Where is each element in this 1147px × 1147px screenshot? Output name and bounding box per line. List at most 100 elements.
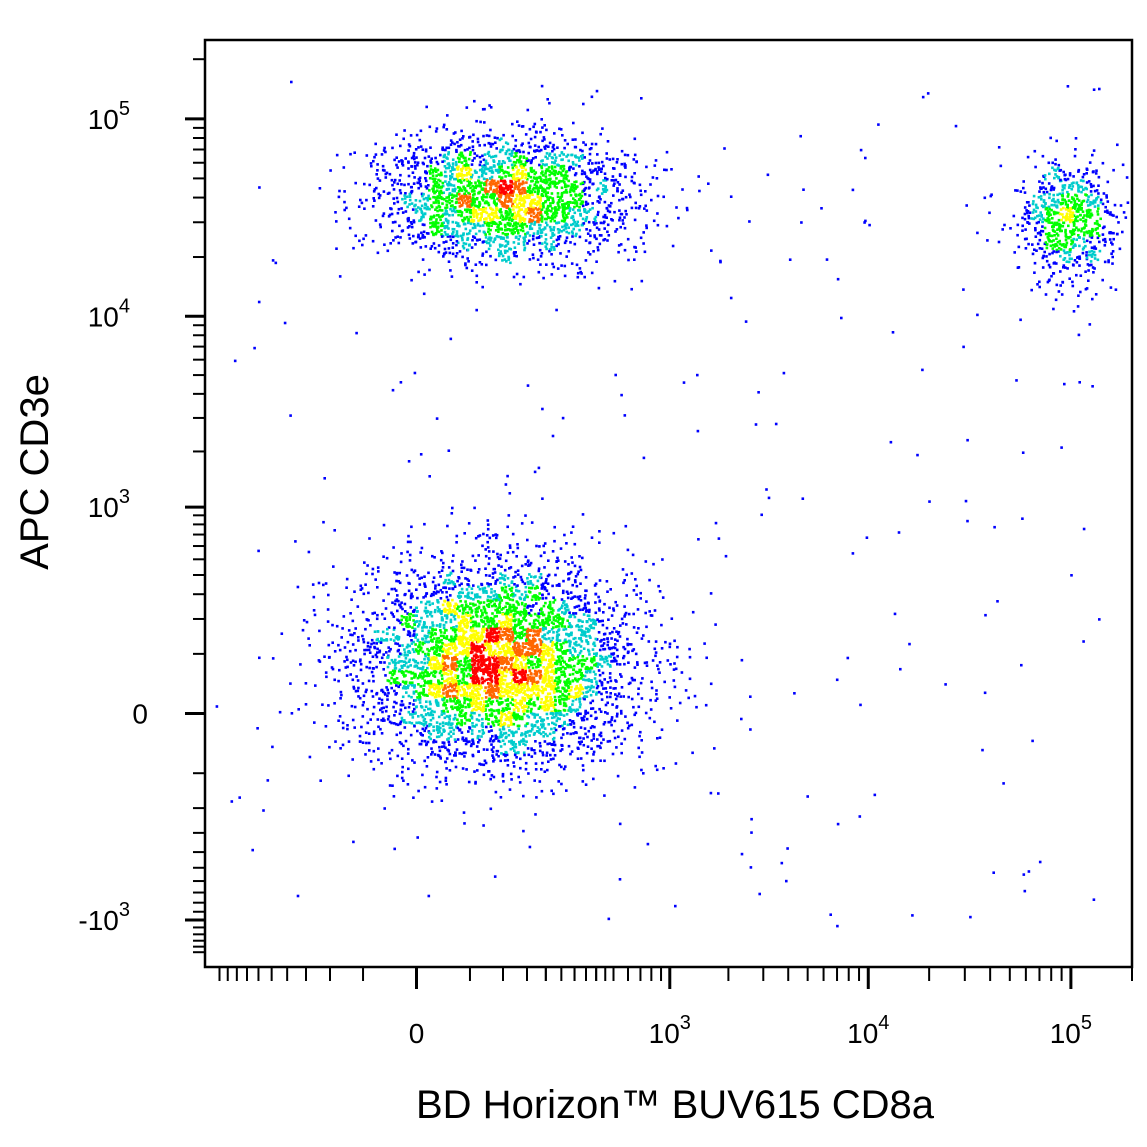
data-point xyxy=(448,726,452,730)
data-point xyxy=(407,613,411,616)
data-point xyxy=(468,647,471,650)
data-point xyxy=(637,746,640,750)
data-point xyxy=(543,566,546,569)
data-point xyxy=(557,709,560,713)
data-point xyxy=(418,583,422,586)
data-point xyxy=(520,662,523,666)
data-point xyxy=(440,694,443,698)
data-point xyxy=(467,685,470,688)
data-point xyxy=(595,652,598,655)
data-point xyxy=(467,219,470,223)
data-point xyxy=(568,695,571,699)
data-point xyxy=(491,604,494,608)
data-point xyxy=(492,620,496,623)
data-point xyxy=(482,591,485,594)
data-point xyxy=(396,774,399,778)
data-point xyxy=(396,594,399,597)
data-point xyxy=(485,603,489,607)
data-point xyxy=(632,626,636,629)
data-point xyxy=(475,615,479,618)
data-point xyxy=(435,647,438,650)
data-point xyxy=(557,667,560,670)
data-point xyxy=(527,590,531,593)
data-point xyxy=(588,608,591,612)
data-point xyxy=(434,740,438,744)
data-point xyxy=(487,562,491,566)
data-point xyxy=(486,540,489,544)
data-point xyxy=(376,718,380,721)
data-point xyxy=(609,695,612,699)
data-point xyxy=(520,578,524,582)
data-point xyxy=(386,694,389,698)
data-point xyxy=(524,628,528,632)
data-point xyxy=(454,611,457,615)
data-point xyxy=(584,686,588,689)
data-point xyxy=(535,626,539,629)
data-point xyxy=(623,605,626,608)
data-point xyxy=(548,630,551,633)
data-point xyxy=(574,677,577,680)
data-point xyxy=(577,628,581,632)
data-point xyxy=(544,678,547,681)
data-point xyxy=(417,649,421,653)
data-point xyxy=(475,689,479,692)
data-point xyxy=(514,612,517,616)
data-point xyxy=(477,568,481,571)
data-point xyxy=(371,655,375,658)
data-point xyxy=(552,687,555,691)
data-point xyxy=(585,717,589,721)
data-point xyxy=(455,541,458,544)
data-point xyxy=(398,741,402,744)
data-point xyxy=(560,606,563,610)
data-point xyxy=(426,615,429,618)
data-point xyxy=(564,611,567,615)
data-point xyxy=(369,624,372,627)
data-point xyxy=(403,720,406,724)
data-point xyxy=(481,725,485,728)
data-point xyxy=(546,692,550,696)
data-point xyxy=(514,687,518,691)
data-point xyxy=(345,674,349,677)
data-point xyxy=(416,661,420,665)
data-point xyxy=(467,780,471,784)
data-point xyxy=(494,715,497,718)
data-point xyxy=(383,692,387,695)
data-point xyxy=(499,724,502,728)
data-point xyxy=(547,637,551,640)
data-point xyxy=(600,665,604,668)
data-point xyxy=(440,685,444,689)
data-point xyxy=(440,674,444,677)
data-point xyxy=(456,660,459,664)
data-point xyxy=(447,737,450,740)
data-point xyxy=(379,641,383,644)
data-point xyxy=(499,731,503,734)
data-point xyxy=(563,607,567,610)
data-point xyxy=(455,748,459,751)
data-point xyxy=(536,649,540,653)
data-point xyxy=(431,716,435,720)
data-point xyxy=(468,726,471,729)
data-point xyxy=(503,712,506,716)
data-point xyxy=(672,679,676,682)
data-point xyxy=(470,729,474,732)
data-point xyxy=(492,756,495,759)
data-point xyxy=(648,610,651,613)
data-point xyxy=(420,576,423,580)
data-point xyxy=(475,666,478,670)
data-point xyxy=(432,691,435,695)
data-point xyxy=(463,643,466,647)
data-point xyxy=(507,646,510,649)
data-point xyxy=(499,636,502,639)
data-point xyxy=(554,619,557,622)
data-point xyxy=(478,649,482,652)
data-point xyxy=(424,594,427,598)
data-point xyxy=(504,632,508,635)
data-point xyxy=(535,665,538,669)
data-point xyxy=(650,686,654,690)
data-point xyxy=(461,612,465,615)
data-point xyxy=(433,556,436,559)
data-point xyxy=(462,645,466,648)
data-point xyxy=(540,656,543,659)
data-point xyxy=(488,691,492,695)
data-point xyxy=(503,578,506,582)
